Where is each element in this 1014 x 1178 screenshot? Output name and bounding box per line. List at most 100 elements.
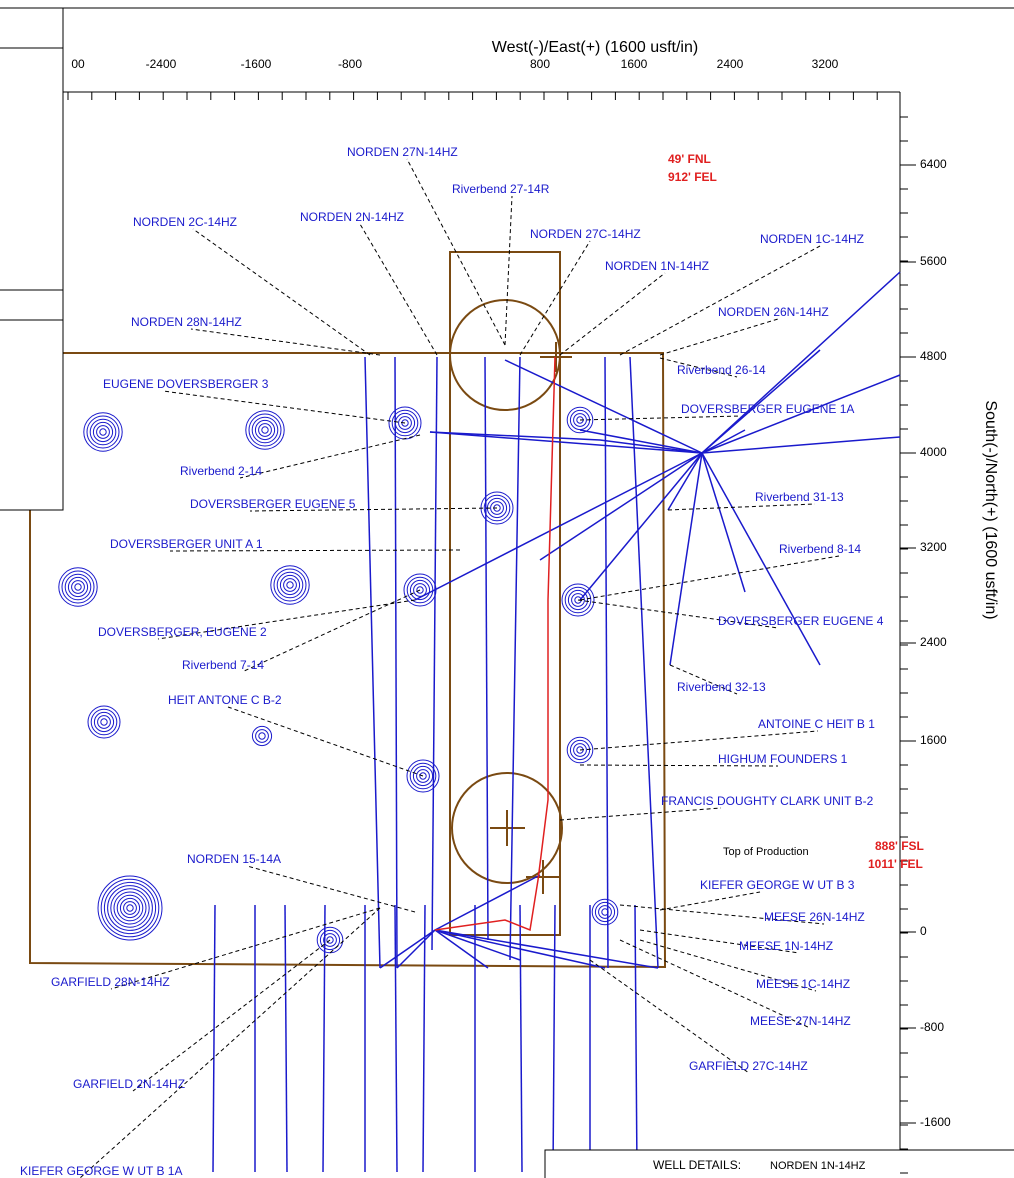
- top-axis-title: West(-)/East(+) (1600 usft/in): [492, 39, 698, 56]
- well-path: [364, 356, 381, 969]
- annotation: Top of Production: [723, 846, 809, 858]
- well-path: [701, 429, 746, 454]
- target-ring: [103, 881, 157, 935]
- well-label: HIGHUM FOUNDERS 1: [718, 752, 848, 766]
- well-path: [701, 271, 901, 454]
- target-ring: [86, 415, 120, 449]
- target-ring: [419, 772, 427, 780]
- target-ring: [251, 725, 273, 747]
- leader: [132, 939, 331, 1092]
- well-path: [701, 436, 901, 454]
- target-ring: [92, 421, 114, 443]
- well-label: NORDEN 26N-14HZ: [718, 305, 829, 319]
- target-ring: [119, 897, 141, 919]
- well-label: KIEFER GEORGE W UT B 1A: [20, 1164, 182, 1178]
- x-tick-label: 800: [530, 57, 550, 71]
- target-ring: [100, 878, 160, 938]
- well-label: ANTOINE C HEIT B 1: [758, 717, 875, 731]
- well-label: DOVERSBERGER EUGENE 1A: [681, 402, 854, 416]
- target-ring: [323, 933, 337, 947]
- target-ring: [99, 428, 107, 436]
- target-ring: [490, 501, 504, 515]
- leader: [519, 240, 591, 356]
- well-path: [429, 431, 703, 454]
- leader: [406, 158, 506, 346]
- well-path: [429, 431, 703, 454]
- well-label: NORDEN 27C-14HZ: [530, 227, 641, 241]
- y-tick-label: 1600: [920, 733, 947, 747]
- target-ring: [126, 904, 134, 912]
- target-ring: [413, 583, 427, 597]
- leader: [227, 706, 424, 777]
- well-label: NORDEN 2C-14HZ: [133, 215, 237, 229]
- leader: [246, 865, 416, 913]
- target-ring: [270, 565, 310, 605]
- well-path: [434, 929, 659, 969]
- well-path: [284, 904, 288, 1173]
- target-ring: [258, 423, 272, 437]
- leader: [579, 730, 819, 751]
- leader: [619, 245, 821, 356]
- y-tick-label: 0: [920, 924, 927, 938]
- target-ring: [64, 573, 92, 601]
- target-ring: [409, 579, 431, 601]
- target-ring: [409, 762, 437, 790]
- well-path: [629, 356, 659, 969]
- target-ring: [566, 736, 594, 764]
- leader: [579, 555, 840, 601]
- well-label: Riverbend 31-13: [755, 490, 844, 504]
- target-ring: [286, 581, 294, 589]
- well-path: [701, 452, 821, 666]
- target-ring: [97, 715, 111, 729]
- target-ring: [255, 729, 269, 743]
- target-ring: [279, 574, 301, 596]
- details-name: NORDEN 1N-14HZ: [770, 1160, 866, 1172]
- target-ring: [96, 425, 110, 439]
- target-ring: [87, 705, 121, 739]
- x-tick-label: -800: [338, 57, 362, 71]
- well-label: NORDEN 15-14A: [187, 852, 281, 866]
- well-label: Riverbend 27-14R: [452, 182, 550, 196]
- well-path: [484, 356, 489, 941]
- x-tick-label: 2400: [717, 57, 744, 71]
- x-tick-label: -2400: [146, 57, 177, 71]
- well-path: [604, 356, 609, 969]
- well-path: [394, 356, 398, 969]
- well-label: MEESE 1C-14HZ: [756, 977, 850, 991]
- well-path: [552, 904, 556, 1173]
- well-label: NORDEN 28N-14HZ: [131, 315, 242, 329]
- leader: [359, 223, 438, 356]
- well-label: MEESE 27N-14HZ: [750, 1014, 851, 1028]
- y-tick-label: -800: [920, 1020, 944, 1034]
- target-ring: [316, 926, 344, 954]
- well-path: [634, 904, 638, 1173]
- target-ring: [251, 416, 279, 444]
- annotation: 49' FNL: [668, 152, 711, 166]
- plan-well: [434, 356, 556, 932]
- leader: [659, 357, 738, 378]
- y-tick-label: 4800: [920, 349, 947, 363]
- well-label: Riverbend 26-14: [677, 363, 766, 377]
- leader: [577, 599, 779, 629]
- target-ring: [573, 413, 587, 427]
- well-label: Riverbend 7-14: [182, 658, 264, 672]
- leader: [669, 664, 738, 695]
- leader: [589, 959, 750, 1074]
- well-label: MEESE 26N-14HZ: [764, 910, 865, 924]
- target-ring: [71, 580, 85, 594]
- well-label: MEESE 1N-14HZ: [739, 939, 833, 953]
- annotation: 888' FSL: [875, 839, 924, 853]
- well-path: [414, 452, 703, 601]
- well-path: [667, 452, 703, 511]
- well-label: EUGENE DOVERSBERGER 3: [103, 377, 269, 391]
- target-ring: [107, 885, 153, 931]
- leader: [559, 272, 666, 356]
- well-label: NORDEN 1C-14HZ: [760, 232, 864, 246]
- well-label: KIEFER GEORGE W UT B 3: [700, 878, 855, 892]
- leader: [169, 549, 461, 552]
- well-path: [539, 452, 703, 561]
- well-path: [579, 452, 703, 601]
- leader: [579, 415, 742, 421]
- well-path: [434, 929, 606, 969]
